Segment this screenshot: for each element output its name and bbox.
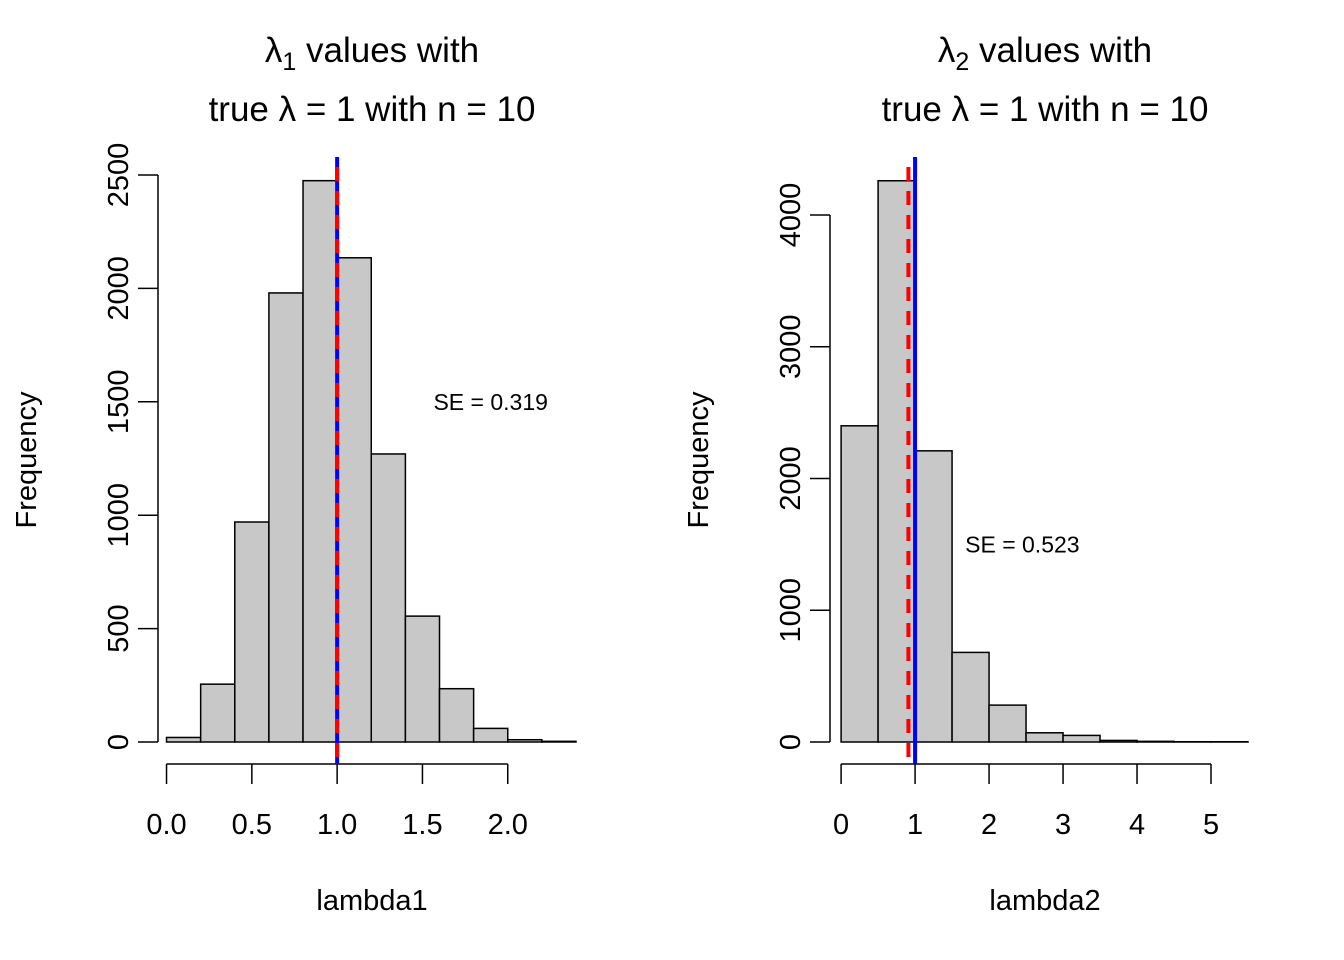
x-tick-label: 2.0 <box>488 809 528 841</box>
histogram-bar <box>234 521 270 743</box>
x-tick-label: 5 <box>1203 809 1219 841</box>
histogram-panel-1: λ1 values with true λ = 1 with n = 10 0 500… <box>11 31 577 917</box>
histogram-bar <box>1099 739 1138 743</box>
histogram-bar <box>472 727 509 743</box>
x-axis-label: lambda1 <box>316 885 427 917</box>
chart-title-line2: true λ = 1 with n = 10 <box>882 90 1209 129</box>
x-tick-label: 4 <box>1129 809 1145 841</box>
chart-title-line1: λ2 values with <box>938 31 1152 76</box>
y-tick-label: 1000 <box>103 483 135 548</box>
histogram-bar <box>840 425 879 743</box>
x-tick-label: 1 <box>907 809 923 841</box>
histogram-bar <box>302 179 338 743</box>
histogram-bar <box>438 687 475 743</box>
histogram-bar <box>914 450 953 743</box>
histogram-bar <box>1136 740 1175 743</box>
se-annotation: SE = 0.319 <box>433 389 547 415</box>
histogram-bar <box>988 704 1027 743</box>
histogram-bar <box>268 292 304 743</box>
histogram-bar <box>404 615 441 743</box>
x-tick-label: 3 <box>1055 809 1071 841</box>
y-tick-label: 1000 <box>775 578 807 643</box>
chart-title-line2: true λ = 1 with n = 10 <box>209 90 536 129</box>
histogram-bar <box>336 257 373 743</box>
y-tick-label: 4000 <box>775 183 807 248</box>
histogram-bar <box>951 651 990 743</box>
y-tick-label: 2000 <box>775 446 807 511</box>
x-tick-label: 2 <box>981 809 997 841</box>
x-tick-label: 0.5 <box>232 809 272 841</box>
chart-title-line1: λ1 values with <box>265 31 479 76</box>
x-tick-label: 0 <box>833 809 849 841</box>
histogram-bar <box>541 740 577 743</box>
x-tick-label: 1.0 <box>317 809 357 841</box>
histogram-bar <box>1062 734 1101 743</box>
histogram-panel-2: λ2 values with true λ = 1 with n = 10 0 100… <box>683 31 1249 917</box>
histogram-bar <box>507 738 543 743</box>
y-tick-label: 1500 <box>103 370 135 435</box>
y-tick-label: 2500 <box>103 143 135 208</box>
histogram-bar <box>199 683 236 743</box>
y-tick-label: 500 <box>103 604 135 652</box>
y-tick-label: 2000 <box>103 256 135 321</box>
se-annotation: SE = 0.523 <box>965 531 1079 557</box>
y-tick-label: 3000 <box>775 314 807 379</box>
y-tick-label: 0 <box>103 734 135 750</box>
y-axis-label: Frequency <box>11 391 43 529</box>
histogram-bar <box>165 736 202 743</box>
y-axis-label: Frequency <box>683 391 715 529</box>
x-tick-label: 0.0 <box>146 809 186 841</box>
x-axis-label: lambda2 <box>989 885 1100 917</box>
histogram-bar <box>370 453 407 743</box>
histogram-bar <box>1025 732 1064 743</box>
x-tick-label: 1.5 <box>402 809 442 841</box>
y-tick-label: 0 <box>775 734 807 750</box>
